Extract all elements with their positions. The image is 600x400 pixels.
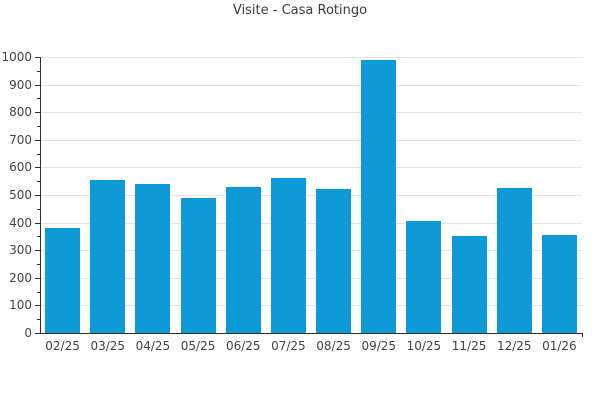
x-tick-label: 07/25 <box>271 339 306 353</box>
gridline <box>41 139 582 141</box>
bar-04-25 <box>135 183 171 333</box>
y-tick-label: 800 <box>9 105 32 120</box>
bar-10-25 <box>406 221 442 333</box>
x-tick-label: 12/25 <box>496 339 532 353</box>
y-axis-line <box>40 57 41 334</box>
y-tick-label: 100 <box>9 298 32 313</box>
y-tick-label: 700 <box>9 132 32 147</box>
x-tick-label: 04/25 <box>135 339 171 353</box>
y-major-tick <box>35 139 40 141</box>
y-major-tick <box>35 222 40 224</box>
y-tick-label: 900 <box>9 77 32 92</box>
x-tick-label: 08/25 <box>316 339 351 353</box>
y-tick-label: 200 <box>9 270 32 285</box>
gridline <box>41 305 582 307</box>
y-major-tick <box>35 195 40 196</box>
gridline <box>41 112 582 114</box>
y-major-tick <box>35 112 40 114</box>
y-tick-label: 400 <box>9 215 32 230</box>
y-major-tick <box>35 57 40 58</box>
bar-01-26 <box>541 235 577 333</box>
y-tick-label: 0 <box>24 326 32 340</box>
bar-06-25 <box>225 186 261 333</box>
gridline <box>41 277 582 279</box>
x-tick-label: 06/25 <box>225 339 261 353</box>
gridline <box>41 195 582 196</box>
y-minor-tick <box>37 236 40 238</box>
y-minor-tick <box>37 98 40 100</box>
chart-title: Visite - Casa Rotingo <box>232 3 368 18</box>
x-end-tick <box>582 333 583 337</box>
y-tick-label: 500 <box>9 188 32 202</box>
bar-09-25 <box>361 59 397 333</box>
x-tick-label: 09/25 <box>361 339 397 353</box>
x-tick-label: 02/25 <box>45 339 80 353</box>
y-minor-tick <box>37 319 40 321</box>
gridline <box>41 167 582 169</box>
y-minor-tick <box>37 208 40 210</box>
x-tick-label: 01/26 <box>542 339 577 353</box>
x-tick-label: 03/25 <box>90 339 126 353</box>
y-minor-tick <box>37 291 40 293</box>
y-tick-label: 600 <box>9 160 32 175</box>
bar-02-25 <box>45 228 81 333</box>
y-minor-tick <box>37 181 40 183</box>
y-minor-tick <box>37 264 40 265</box>
bar-03-25 <box>90 179 126 333</box>
y-major-tick <box>35 333 40 334</box>
y-major-tick <box>35 305 40 307</box>
gridline <box>41 222 582 224</box>
x-tick-label: 11/25 <box>451 339 487 353</box>
gridline <box>41 84 582 86</box>
y-minor-tick <box>37 126 40 127</box>
y-tick-label: 300 <box>9 243 32 258</box>
y-major-tick <box>35 167 40 169</box>
gridline <box>41 250 582 252</box>
y-major-tick <box>35 277 40 279</box>
y-tick-label: 1000 <box>1 50 32 64</box>
y-minor-tick <box>37 70 40 72</box>
bar-05-25 <box>180 197 216 333</box>
bar-12-25 <box>496 188 532 333</box>
gridline <box>41 57 582 58</box>
bar-08-25 <box>316 189 352 333</box>
bar-11-25 <box>451 236 487 333</box>
bar-07-25 <box>270 178 306 333</box>
x-tick-label: 10/25 <box>406 339 442 353</box>
y-major-tick <box>35 84 40 86</box>
x-axis-line <box>40 333 583 334</box>
x-tick-label: 05/25 <box>180 339 216 353</box>
y-minor-tick <box>37 153 40 155</box>
y-major-tick <box>35 250 40 252</box>
